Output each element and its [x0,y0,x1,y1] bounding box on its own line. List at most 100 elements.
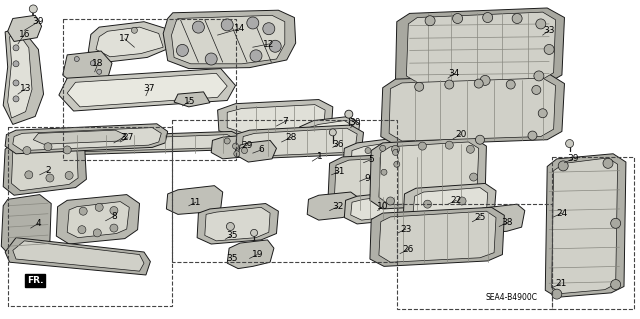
Circle shape [23,146,31,155]
Polygon shape [389,78,556,141]
Text: 15: 15 [184,97,195,106]
Polygon shape [379,211,496,262]
Text: 35: 35 [226,231,237,240]
Polygon shape [1,195,51,255]
Circle shape [330,129,336,136]
Polygon shape [42,135,238,152]
Text: SEA4-B4900C: SEA4-B4900C [486,293,538,302]
Polygon shape [218,100,333,137]
Polygon shape [8,15,42,41]
Circle shape [474,79,483,88]
Circle shape [234,151,240,157]
Circle shape [247,17,259,29]
Polygon shape [370,207,504,266]
Circle shape [205,53,217,65]
Polygon shape [227,105,325,132]
Circle shape [13,61,19,67]
Circle shape [603,158,613,168]
Text: 34: 34 [449,69,460,78]
Polygon shape [334,156,430,211]
Circle shape [452,13,463,24]
Circle shape [345,110,353,118]
Text: 11: 11 [190,198,202,207]
Polygon shape [5,124,168,154]
Circle shape [232,143,239,149]
Polygon shape [379,142,479,205]
Polygon shape [59,69,236,111]
Polygon shape [351,142,403,178]
Polygon shape [8,34,32,118]
Text: 10: 10 [377,202,388,211]
Polygon shape [63,51,112,85]
Circle shape [611,218,621,228]
Bar [397,204,552,309]
Circle shape [29,5,37,13]
Polygon shape [238,140,276,162]
Polygon shape [174,92,210,107]
Circle shape [506,80,515,89]
Text: 26: 26 [403,245,414,254]
Circle shape [110,224,118,232]
Circle shape [78,226,86,234]
Polygon shape [403,183,496,225]
Text: 23: 23 [400,225,412,234]
Text: 3: 3 [121,133,126,142]
Bar [172,120,397,262]
Circle shape [221,19,233,31]
Polygon shape [31,131,246,156]
Polygon shape [205,207,270,241]
Circle shape [44,143,52,151]
Circle shape [415,82,424,91]
Text: 32: 32 [332,202,344,211]
Circle shape [250,50,262,62]
Text: 30: 30 [349,118,361,127]
Polygon shape [236,125,364,159]
Circle shape [380,145,386,151]
Text: 37: 37 [143,84,155,93]
Polygon shape [163,10,296,69]
Circle shape [532,85,541,94]
Polygon shape [545,154,626,297]
Text: 6: 6 [259,145,264,154]
Polygon shape [12,140,78,191]
Polygon shape [242,128,357,156]
Circle shape [63,146,71,154]
Text: 27: 27 [122,133,134,142]
Text: 12: 12 [263,40,275,48]
Circle shape [476,135,484,144]
Polygon shape [340,166,392,195]
Text: 28: 28 [285,133,297,142]
Circle shape [425,16,435,26]
Circle shape [74,56,79,62]
Polygon shape [67,73,227,107]
Circle shape [79,207,87,215]
Circle shape [177,44,188,56]
Polygon shape [3,27,44,124]
Circle shape [392,150,399,155]
Polygon shape [33,130,125,144]
Polygon shape [351,196,400,220]
Text: 14: 14 [234,24,245,33]
Circle shape [544,44,554,55]
Circle shape [269,40,281,52]
Text: 4: 4 [36,219,41,228]
Text: 5: 5 [369,155,374,164]
Circle shape [387,197,394,205]
Circle shape [365,148,371,153]
Polygon shape [406,12,556,84]
Polygon shape [3,135,86,195]
Circle shape [131,27,138,33]
Circle shape [458,197,466,205]
Circle shape [224,138,230,144]
Text: 21: 21 [555,279,566,288]
Polygon shape [342,138,411,182]
Text: 29: 29 [241,141,253,150]
Text: 31: 31 [333,167,345,176]
Circle shape [95,203,103,211]
Text: 16: 16 [19,30,30,39]
Circle shape [241,148,248,153]
Text: 24: 24 [556,209,568,218]
Polygon shape [328,152,436,214]
Circle shape [419,142,426,150]
Circle shape [381,169,387,175]
